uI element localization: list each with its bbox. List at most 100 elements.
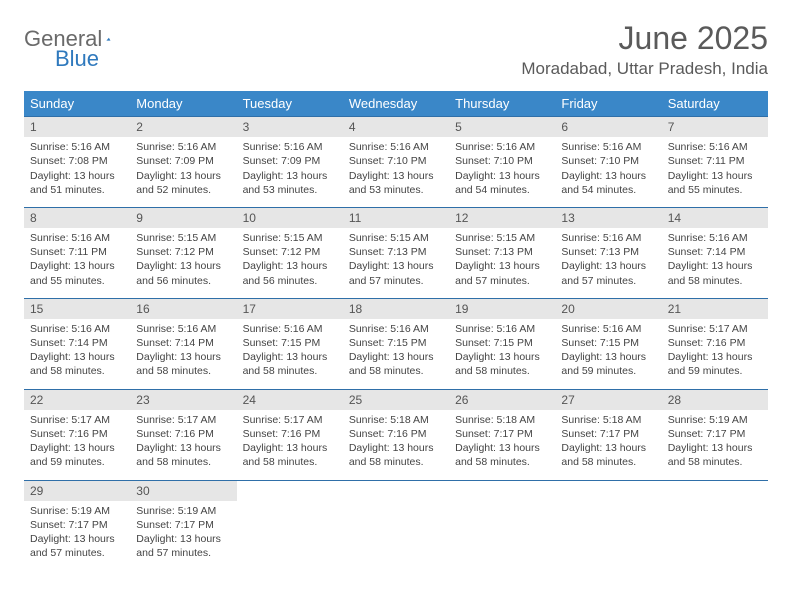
sunrise-text: Sunrise: 5:15 AM — [243, 231, 337, 245]
daylight-text: Daylight: 13 hours and 58 minutes. — [30, 350, 124, 378]
day-detail-row: Sunrise: 5:16 AMSunset: 7:11 PMDaylight:… — [24, 228, 768, 298]
daylight-text: Daylight: 13 hours and 54 minutes. — [455, 169, 549, 197]
daylight-text: Daylight: 13 hours and 58 minutes. — [668, 441, 762, 469]
day-detail-cell: Sunrise: 5:17 AMSunset: 7:16 PMDaylight:… — [130, 410, 236, 480]
sunset-text: Sunset: 7:10 PM — [455, 154, 549, 168]
day-number-row: 1234567 — [24, 117, 768, 138]
day-number-cell: 20 — [555, 298, 661, 319]
sunset-text: Sunset: 7:16 PM — [349, 427, 443, 441]
day-number-cell: 17 — [237, 298, 343, 319]
day-detail-cell — [343, 501, 449, 571]
day-number-cell — [343, 480, 449, 501]
day-number-cell — [662, 480, 768, 501]
daylight-text: Daylight: 13 hours and 56 minutes. — [136, 259, 230, 287]
day-number-cell: 5 — [449, 117, 555, 138]
sunrise-text: Sunrise: 5:16 AM — [668, 231, 762, 245]
sunset-text: Sunset: 7:17 PM — [668, 427, 762, 441]
sunrise-text: Sunrise: 5:16 AM — [561, 231, 655, 245]
day-detail-cell: Sunrise: 5:16 AMSunset: 7:09 PMDaylight:… — [237, 137, 343, 207]
month-title: June 2025 — [521, 20, 768, 57]
sunrise-text: Sunrise: 5:16 AM — [455, 322, 549, 336]
sunset-text: Sunset: 7:17 PM — [455, 427, 549, 441]
day-detail-cell: Sunrise: 5:16 AMSunset: 7:15 PMDaylight:… — [237, 319, 343, 389]
daylight-text: Daylight: 13 hours and 53 minutes. — [243, 169, 337, 197]
daylight-text: Daylight: 13 hours and 53 minutes. — [349, 169, 443, 197]
day-number-cell — [449, 480, 555, 501]
day-number-cell: 9 — [130, 207, 236, 228]
daylight-text: Daylight: 13 hours and 51 minutes. — [30, 169, 124, 197]
day-detail-cell: Sunrise: 5:16 AMSunset: 7:11 PMDaylight:… — [662, 137, 768, 207]
sunrise-text: Sunrise: 5:17 AM — [136, 413, 230, 427]
day-number-cell: 18 — [343, 298, 449, 319]
weekday-header: Tuesday — [237, 91, 343, 117]
day-number-cell: 22 — [24, 389, 130, 410]
sunset-text: Sunset: 7:16 PM — [243, 427, 337, 441]
sunrise-text: Sunrise: 5:16 AM — [136, 140, 230, 154]
day-number-cell: 30 — [130, 480, 236, 501]
sunset-text: Sunset: 7:16 PM — [136, 427, 230, 441]
day-detail-cell: Sunrise: 5:16 AMSunset: 7:14 PMDaylight:… — [24, 319, 130, 389]
day-detail-cell: Sunrise: 5:17 AMSunset: 7:16 PMDaylight:… — [237, 410, 343, 480]
day-number-cell: 10 — [237, 207, 343, 228]
sunset-text: Sunset: 7:16 PM — [668, 336, 762, 350]
sunset-text: Sunset: 7:11 PM — [30, 245, 124, 259]
day-detail-cell: Sunrise: 5:17 AMSunset: 7:16 PMDaylight:… — [662, 319, 768, 389]
daylight-text: Daylight: 13 hours and 58 minutes. — [455, 441, 549, 469]
sunset-text: Sunset: 7:15 PM — [561, 336, 655, 350]
day-detail-cell: Sunrise: 5:17 AMSunset: 7:16 PMDaylight:… — [24, 410, 130, 480]
sunrise-text: Sunrise: 5:16 AM — [349, 322, 443, 336]
day-detail-row: Sunrise: 5:16 AMSunset: 7:08 PMDaylight:… — [24, 137, 768, 207]
day-detail-cell: Sunrise: 5:16 AMSunset: 7:10 PMDaylight:… — [555, 137, 661, 207]
day-detail-row: Sunrise: 5:17 AMSunset: 7:16 PMDaylight:… — [24, 410, 768, 480]
day-detail-cell: Sunrise: 5:15 AMSunset: 7:12 PMDaylight:… — [130, 228, 236, 298]
sunset-text: Sunset: 7:09 PM — [136, 154, 230, 168]
sunrise-text: Sunrise: 5:15 AM — [136, 231, 230, 245]
day-detail-cell: Sunrise: 5:19 AMSunset: 7:17 PMDaylight:… — [130, 501, 236, 571]
day-number-cell: 11 — [343, 207, 449, 228]
day-detail-cell: Sunrise: 5:15 AMSunset: 7:12 PMDaylight:… — [237, 228, 343, 298]
header: General June 2025 Moradabad, Uttar Prade… — [24, 20, 768, 79]
day-detail-cell: Sunrise: 5:16 AMSunset: 7:13 PMDaylight:… — [555, 228, 661, 298]
sunset-text: Sunset: 7:13 PM — [349, 245, 443, 259]
sunset-text: Sunset: 7:15 PM — [243, 336, 337, 350]
daylight-text: Daylight: 13 hours and 56 minutes. — [243, 259, 337, 287]
day-detail-cell: Sunrise: 5:16 AMSunset: 7:10 PMDaylight:… — [343, 137, 449, 207]
sunset-text: Sunset: 7:17 PM — [136, 518, 230, 532]
day-detail-cell: Sunrise: 5:16 AMSunset: 7:15 PMDaylight:… — [343, 319, 449, 389]
daylight-text: Daylight: 13 hours and 58 minutes. — [455, 350, 549, 378]
day-number-cell: 4 — [343, 117, 449, 138]
sunset-text: Sunset: 7:14 PM — [668, 245, 762, 259]
day-number-cell: 1 — [24, 117, 130, 138]
sunset-text: Sunset: 7:13 PM — [455, 245, 549, 259]
sunrise-text: Sunrise: 5:16 AM — [30, 231, 124, 245]
day-number-cell: 23 — [130, 389, 236, 410]
sunrise-text: Sunrise: 5:16 AM — [561, 140, 655, 154]
weekday-header: Monday — [130, 91, 236, 117]
daylight-text: Daylight: 13 hours and 57 minutes. — [30, 532, 124, 560]
day-number-cell: 19 — [449, 298, 555, 319]
sunrise-text: Sunrise: 5:16 AM — [136, 322, 230, 336]
day-number-cell: 27 — [555, 389, 661, 410]
day-number-cell: 28 — [662, 389, 768, 410]
sunrise-text: Sunrise: 5:15 AM — [455, 231, 549, 245]
day-detail-cell — [555, 501, 661, 571]
day-number-cell — [237, 480, 343, 501]
sunset-text: Sunset: 7:14 PM — [30, 336, 124, 350]
sunrise-text: Sunrise: 5:16 AM — [455, 140, 549, 154]
day-detail-row: Sunrise: 5:16 AMSunset: 7:14 PMDaylight:… — [24, 319, 768, 389]
sunset-text: Sunset: 7:10 PM — [349, 154, 443, 168]
daylight-text: Daylight: 13 hours and 59 minutes. — [30, 441, 124, 469]
sunrise-text: Sunrise: 5:16 AM — [30, 322, 124, 336]
sunset-text: Sunset: 7:08 PM — [30, 154, 124, 168]
sunrise-text: Sunrise: 5:18 AM — [349, 413, 443, 427]
sunset-text: Sunset: 7:16 PM — [30, 427, 124, 441]
location: Moradabad, Uttar Pradesh, India — [521, 59, 768, 79]
daylight-text: Daylight: 13 hours and 58 minutes. — [349, 350, 443, 378]
day-number-cell: 14 — [662, 207, 768, 228]
day-number-cell: 13 — [555, 207, 661, 228]
day-detail-cell: Sunrise: 5:16 AMSunset: 7:10 PMDaylight:… — [449, 137, 555, 207]
day-detail-cell — [449, 501, 555, 571]
sunrise-text: Sunrise: 5:19 AM — [30, 504, 124, 518]
daylight-text: Daylight: 13 hours and 57 minutes. — [455, 259, 549, 287]
sunrise-text: Sunrise: 5:17 AM — [30, 413, 124, 427]
